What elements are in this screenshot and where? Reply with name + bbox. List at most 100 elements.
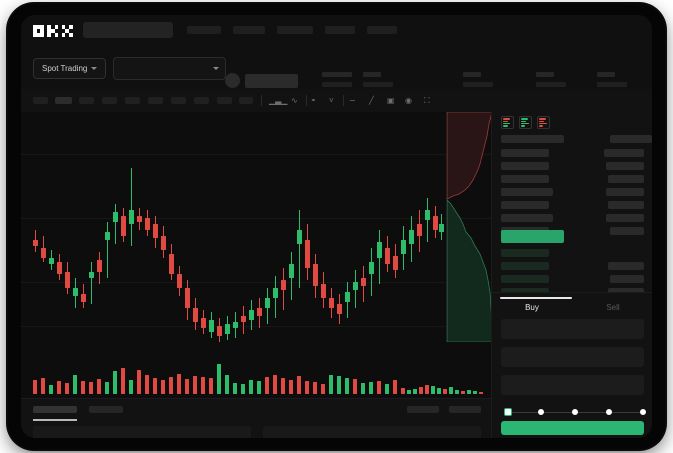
bottom-panel-right[interactable] — [263, 426, 481, 438]
nav-item-4[interactable] — [325, 26, 355, 34]
nav-item-3[interactable] — [277, 26, 313, 34]
candle-wick — [130, 168, 132, 246]
submit-order-button[interactable] — [501, 421, 644, 435]
orderbook-ask-price[interactable] — [501, 162, 549, 170]
app-screen: Spot Trading — [21, 15, 652, 438]
measure-icon[interactable]: ╱ — [369, 96, 374, 105]
order-form[interactable]: Buy Sell — [491, 292, 652, 438]
total-field[interactable] — [501, 375, 644, 395]
spot-trading-button[interactable]: Spot Trading — [33, 58, 107, 79]
bottom-tab-1[interactable] — [33, 406, 77, 413]
candle — [384, 112, 390, 342]
nav-item-1[interactable] — [187, 26, 221, 34]
indicator-icon[interactable]: ∿ — [291, 96, 298, 105]
bottom-tab-2[interactable] — [89, 406, 123, 413]
volume-bar — [425, 385, 429, 394]
interval-button-3[interactable] — [79, 97, 94, 104]
candle-body — [168, 254, 174, 274]
interval-button-5[interactable] — [125, 97, 140, 104]
nav-item-5[interactable] — [367, 26, 397, 34]
orderbook-ask-price[interactable] — [501, 188, 553, 196]
sell-tab[interactable]: Sell — [606, 303, 620, 312]
candle — [40, 112, 46, 342]
slider-step-dot[interactable] — [538, 409, 544, 415]
line-chart-icon[interactable]: ∼ — [349, 96, 356, 105]
candle — [80, 112, 86, 342]
candle — [152, 112, 158, 342]
candle — [128, 112, 134, 342]
orderbook-ask-price[interactable] — [501, 175, 549, 183]
interval-button-7[interactable] — [171, 97, 186, 104]
candle — [256, 112, 262, 342]
order-book[interactable] — [491, 112, 652, 296]
volume-bar — [337, 376, 341, 394]
compare-icon[interactable]: ◓ — [311, 96, 316, 105]
orderbook-ask-price[interactable] — [501, 201, 549, 209]
interval-button-2[interactable] — [55, 97, 72, 104]
ticker-stat-5 — [597, 72, 627, 87]
candlestick-icon[interactable]: ▁▃▁ — [269, 96, 288, 105]
orderbook-mode-both-icon[interactable] — [501, 116, 514, 129]
candle — [376, 112, 382, 342]
search-input[interactable] — [83, 22, 173, 38]
settings-icon[interactable]: ◉ — [405, 96, 412, 105]
interval-button-9[interactable] — [217, 97, 232, 104]
bottom-action-1[interactable] — [407, 406, 439, 413]
orderbook-bid-price[interactable] — [501, 249, 549, 257]
slider-handle[interactable] — [504, 408, 512, 416]
interval-button-1[interactable] — [33, 97, 48, 104]
orderbook-ask-size — [606, 162, 644, 170]
price-field[interactable] — [501, 319, 644, 339]
slider-step-dot[interactable] — [640, 409, 646, 415]
candle-body — [408, 230, 414, 244]
buy-tab[interactable]: Buy — [525, 303, 539, 312]
candle — [136, 112, 142, 342]
chevron-down-icon[interactable]: ˅ — [329, 96, 334, 105]
bottom-panel-left[interactable] — [33, 426, 251, 438]
toolbar-divider — [306, 95, 307, 106]
amount-percent-slider[interactable] — [504, 408, 646, 416]
candle — [192, 112, 198, 342]
fullscreen-icon[interactable]: ⛶ — [424, 96, 430, 105]
candle — [232, 112, 238, 342]
chevron-down-icon — [91, 67, 98, 70]
volume-bar — [289, 380, 293, 394]
nav-item-2[interactable] — [233, 26, 265, 34]
orderbook-bid-price[interactable] — [501, 262, 549, 270]
ticker-stat-value — [363, 82, 393, 87]
candle-body — [312, 264, 318, 286]
top-navigation-bar — [21, 15, 652, 45]
candle-wick — [298, 210, 300, 288]
interval-button-8[interactable] — [194, 97, 209, 104]
slider-step-dot[interactable] — [606, 409, 612, 415]
volume-bar — [233, 383, 237, 394]
volume-bar — [73, 375, 77, 394]
orderbook-mode-asks-icon[interactable] — [537, 116, 550, 129]
volume-bar — [97, 379, 101, 394]
candle — [392, 112, 398, 342]
last-price-value — [245, 74, 298, 88]
trading-pair-select[interactable] — [113, 57, 226, 80]
orderbook-ask-size — [606, 188, 644, 196]
amount-field[interactable] — [501, 347, 644, 367]
chart-gridline — [21, 326, 491, 327]
interval-button-6[interactable] — [148, 97, 163, 104]
camera-icon[interactable]: ▣ — [387, 96, 395, 105]
price-chart[interactable] — [21, 112, 492, 398]
candle-wick — [90, 262, 92, 304]
orderbook-bid-price[interactable] — [501, 275, 549, 283]
interval-button-10[interactable] — [239, 97, 253, 104]
interval-button-4[interactable] — [102, 97, 117, 104]
volume-bar — [321, 384, 325, 394]
candle — [200, 112, 206, 342]
orderbook-ask-price[interactable] — [501, 149, 549, 157]
candle-wick — [114, 204, 116, 244]
orderbook-mode-bids-icon[interactable] — [519, 116, 532, 129]
okx-logo[interactable] — [33, 25, 73, 37]
candle — [304, 112, 310, 342]
orderbook-ask-price[interactable] — [501, 214, 553, 222]
slider-step-dot[interactable] — [572, 409, 578, 415]
candle-body — [336, 304, 342, 314]
bottom-action-2[interactable] — [449, 406, 481, 413]
orderbook-spread-row[interactable] — [501, 230, 564, 243]
